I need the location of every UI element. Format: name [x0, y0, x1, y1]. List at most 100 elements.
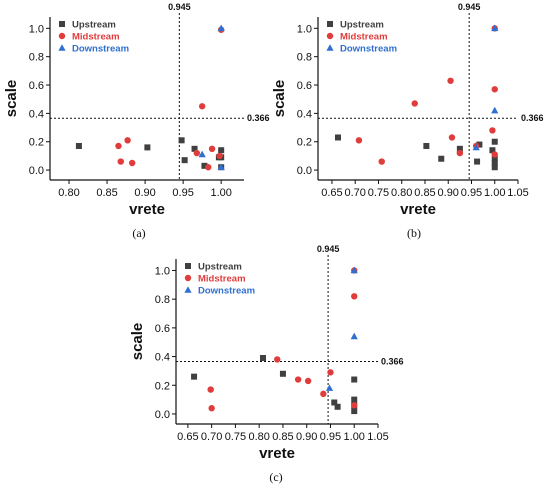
data-point-upstream [489, 147, 496, 154]
y-tick-label: 0.4 [155, 352, 170, 364]
threshold-y-label: 0.366 [247, 113, 270, 123]
data-point-midstream [327, 369, 334, 376]
legend-label-downstream: Downstream [340, 44, 397, 55]
data-point-downstream [472, 143, 480, 151]
threshold-y-label: 0.366 [521, 113, 544, 123]
x-tick-label: 0.75 [368, 187, 389, 199]
data-point-midstream [456, 149, 464, 157]
data-point-midstream [216, 152, 223, 160]
data-point-midstream [124, 137, 131, 144]
data-point-midstream [489, 127, 496, 134]
y-tick-label: 0.2 [155, 380, 170, 392]
data-point-midstream [304, 377, 312, 385]
panel-c: 0.00.20.40.60.81.00.65 0.70 0.75 0.80 0.85 0.… [129, 244, 404, 462]
y-tick-label: 0.2 [297, 137, 312, 149]
y-tick-label: 0.0 [297, 165, 312, 177]
legend-marker-midstream [326, 32, 334, 40]
data-point-midstream [351, 402, 358, 409]
caption-c: (c) [269, 470, 282, 484]
x-tick-label: 0.80 [391, 187, 412, 199]
legend-label-upstream: Upstream [340, 20, 384, 31]
x-tick-label: 0.85 [414, 187, 435, 199]
data-point-upstream [351, 408, 358, 415]
x-tick-label: 0.65 [177, 431, 198, 443]
data-point-upstream [456, 145, 463, 152]
x-tick-label: 0.70 [201, 431, 222, 443]
legend-label-midstream: Midstream [72, 32, 120, 43]
x-axis-label: vrete [259, 445, 295, 462]
x-tick-label: 1.00 [484, 187, 505, 199]
y-tick-label: 0.6 [155, 323, 170, 335]
data-point-midstream [128, 159, 136, 167]
y-tick-label: 0.6 [297, 80, 312, 92]
y-axis-label: scale [129, 323, 146, 361]
data-point-upstream [491, 155, 498, 162]
data-point-upstream [491, 159, 498, 166]
threshold-x-label: 0.945 [168, 2, 191, 12]
data-point-midstream [448, 134, 456, 141]
y-axis-label: scale [271, 80, 288, 118]
data-point-midstream [351, 293, 358, 300]
data-point-downstream [325, 384, 334, 391]
data-point-upstream [351, 376, 358, 383]
x-tick-label: 0.85 [272, 431, 293, 443]
data-point-downstream [217, 24, 225, 32]
panel-b: 0.00.20.40.60.81.00.65 0.70 0.75 0.80 0.85 0.… [271, 2, 544, 218]
panel-a: 0.0 0.2 0.4 0.6 0.8 1.0 0.80 0.85 0.90 0.95 1.00 vr… [3, 2, 270, 218]
x-tick-label: 0.80 [248, 431, 269, 443]
legend-marker-upstream [327, 21, 333, 27]
x-tick-label: 0.90 [134, 187, 155, 199]
data-point-upstream [201, 162, 208, 169]
data-point-midstream [274, 356, 281, 363]
x-tick-label: 1.05 [367, 431, 388, 443]
data-point-midstream [207, 386, 214, 393]
data-point-downstream [198, 150, 206, 158]
data-point-upstream [144, 144, 151, 151]
x-tick-label: 0.85 [96, 187, 117, 199]
x-tick-label: 0.70 [344, 187, 365, 199]
caption-a: (a) [132, 226, 145, 240]
data-point-upstream [423, 142, 430, 149]
threshold-y-label: 0.366 [381, 356, 404, 366]
legend-marker-upstream [59, 21, 65, 27]
x-tick-label: 0.80 [58, 187, 79, 199]
y-tick-label: 0.8 [155, 294, 170, 306]
x-tick-label: 0.90 [438, 187, 459, 199]
y-tick-label: 0.0 [155, 409, 170, 421]
data-point-downstream [491, 106, 499, 114]
y-tick-label: 0.8 [29, 52, 44, 64]
data-point-midstream [208, 145, 216, 153]
legend-marker-midstream [184, 274, 192, 282]
data-point-upstream [279, 370, 286, 377]
data-point-midstream [491, 151, 498, 158]
data-point-upstream [491, 164, 498, 171]
data-point-midstream [411, 100, 418, 107]
data-point-midstream [208, 405, 215, 412]
legend-label-midstream: Midstream [340, 32, 388, 43]
data-point-midstream [378, 158, 385, 165]
y-tick-label: 0.6 [29, 80, 44, 92]
data-point-midstream [205, 164, 212, 171]
data-point-upstream [259, 355, 266, 361]
data-point-downstream [491, 24, 499, 32]
y-tick-label: 1.0 [29, 23, 44, 35]
data-point-upstream [474, 158, 481, 165]
data-point-upstream [331, 399, 338, 406]
data-point-midstream [294, 376, 302, 383]
data-point-upstream [438, 155, 445, 162]
data-point-upstream [335, 134, 341, 141]
data-point-midstream [491, 86, 498, 93]
legend-marker-downstream [184, 286, 192, 293]
legend-label-upstream: Upstream [198, 262, 242, 273]
legend-marker-downstream [58, 44, 66, 51]
data-point-midstream [193, 149, 201, 157]
legend-label-upstream: Upstream [72, 20, 116, 31]
data-point-midstream [115, 142, 122, 150]
y-tick-label: 0.4 [29, 108, 44, 120]
y-tick-label: 0.8 [297, 52, 312, 64]
data-point-downstream [217, 163, 225, 171]
y-tick-label: 0.4 [297, 108, 312, 120]
x-tick-label: 1.00 [344, 431, 365, 443]
data-point-upstream [334, 403, 341, 410]
